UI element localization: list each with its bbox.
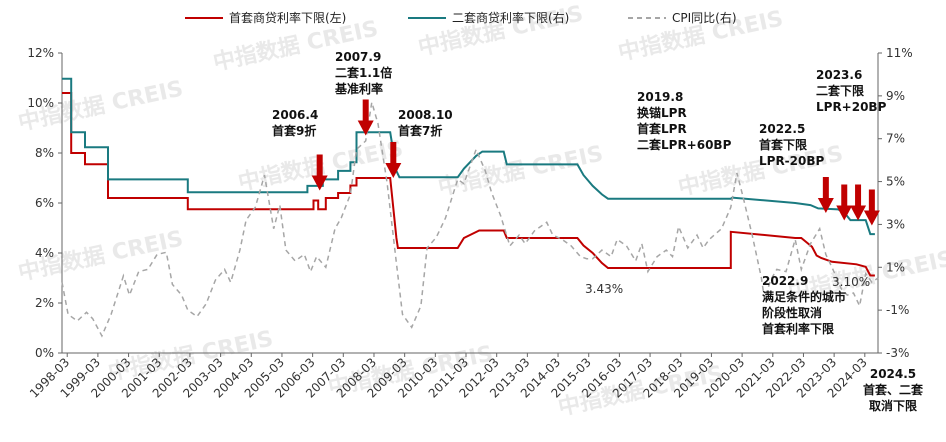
event-arrow-shaft	[316, 154, 323, 177]
series-line-0	[62, 92, 875, 277]
event-arrow-head	[817, 198, 834, 213]
right-tick-label: 5%	[886, 175, 905, 189]
annotation-line: 2008.10	[398, 108, 453, 122]
series-line-2	[61, 102, 879, 338]
annotation-line: 满足条件的城市	[762, 289, 846, 304]
annotation-line: 2007.9	[335, 50, 381, 64]
legend-label: 二套商贷利率下限(右)	[452, 10, 569, 25]
annotation-line: 二套1.1倍	[335, 65, 392, 80]
annotation-line: 首套9折	[272, 123, 316, 138]
legend-label: CPI同比(右)	[672, 10, 737, 25]
series-layer	[61, 77, 879, 338]
left-tick-label: 2%	[35, 296, 54, 310]
event-arrow-head	[385, 163, 402, 178]
annotation-line: 2023.6	[816, 68, 862, 82]
right-tick-label: -1%	[886, 303, 909, 317]
right-tick-label: 3%	[886, 217, 905, 231]
annotation-line: 2019.8	[637, 90, 683, 104]
annotation-line: 2022.5	[759, 122, 805, 136]
watermark-text: 中指数据 CREIS	[106, 326, 276, 386]
event-arrow-shaft	[362, 99, 369, 122]
legend-label: 首套商贷利率下限(左)	[229, 10, 346, 25]
left-tick-label: 6%	[35, 196, 54, 210]
watermark-text: 中指数据 CREIS	[416, 1, 586, 61]
left-tick-label: 0%	[35, 346, 54, 360]
event-arrow-head	[863, 210, 880, 226]
event-arrow-shaft	[390, 142, 397, 164]
event-arrow-head	[836, 205, 853, 221]
legend: 首套商贷利率下限(左) 二套商贷利率下限(右) CPI同比(右)	[185, 10, 737, 25]
event-arrow-head	[357, 120, 374, 136]
annotation-line: 首套LPR	[637, 121, 687, 136]
value-label: 3.10%	[832, 275, 870, 289]
left-tick-label: 4%	[35, 246, 54, 260]
left-tick-label: 8%	[35, 146, 54, 160]
right-tick-label: 1%	[886, 260, 905, 274]
right-tick-label: 7%	[886, 132, 905, 146]
event-arrow-shaft	[841, 184, 848, 207]
annotation-line: 2006.4	[272, 108, 318, 122]
event-arrow-head	[311, 175, 328, 191]
event-arrow-shaft	[868, 189, 875, 212]
annotation-line: 基准利率	[334, 81, 383, 96]
annotation-line: 二套LPR+60BP	[637, 137, 732, 152]
event-arrow-shaft	[855, 184, 862, 207]
annotation-line: 阶段性取消	[762, 305, 822, 320]
annotation-line: 换锚LPR	[637, 105, 687, 120]
annotation-line: 首套7折	[398, 123, 442, 138]
event-arrow-shaft	[822, 177, 829, 199]
right-tick-label: 9%	[886, 89, 905, 103]
annotation-line: 2024.5	[870, 367, 916, 381]
value-label: 3.43%	[585, 282, 623, 296]
annotation-line: LPR+20BP	[816, 100, 887, 114]
arrow-layer	[311, 99, 880, 226]
annotation-line: 取消下限	[869, 398, 917, 413]
event-arrow-head	[850, 205, 867, 221]
right-tick-label: -3%	[886, 346, 909, 360]
right-tick-label: 11%	[886, 46, 913, 60]
series-line-1	[62, 77, 875, 236]
annotation-line: LPR-20BP	[759, 154, 825, 168]
annotation-line: 首套利率下限	[762, 321, 834, 336]
left-tick-label: 10%	[27, 96, 54, 110]
annotation-line: 首套、二套	[863, 382, 924, 397]
annotation-line: 2022.9	[762, 274, 808, 288]
left-tick-label: 12%	[27, 46, 54, 60]
annotation-line: 二套下限	[816, 83, 864, 98]
annotation-line: 首套下限	[759, 137, 807, 152]
